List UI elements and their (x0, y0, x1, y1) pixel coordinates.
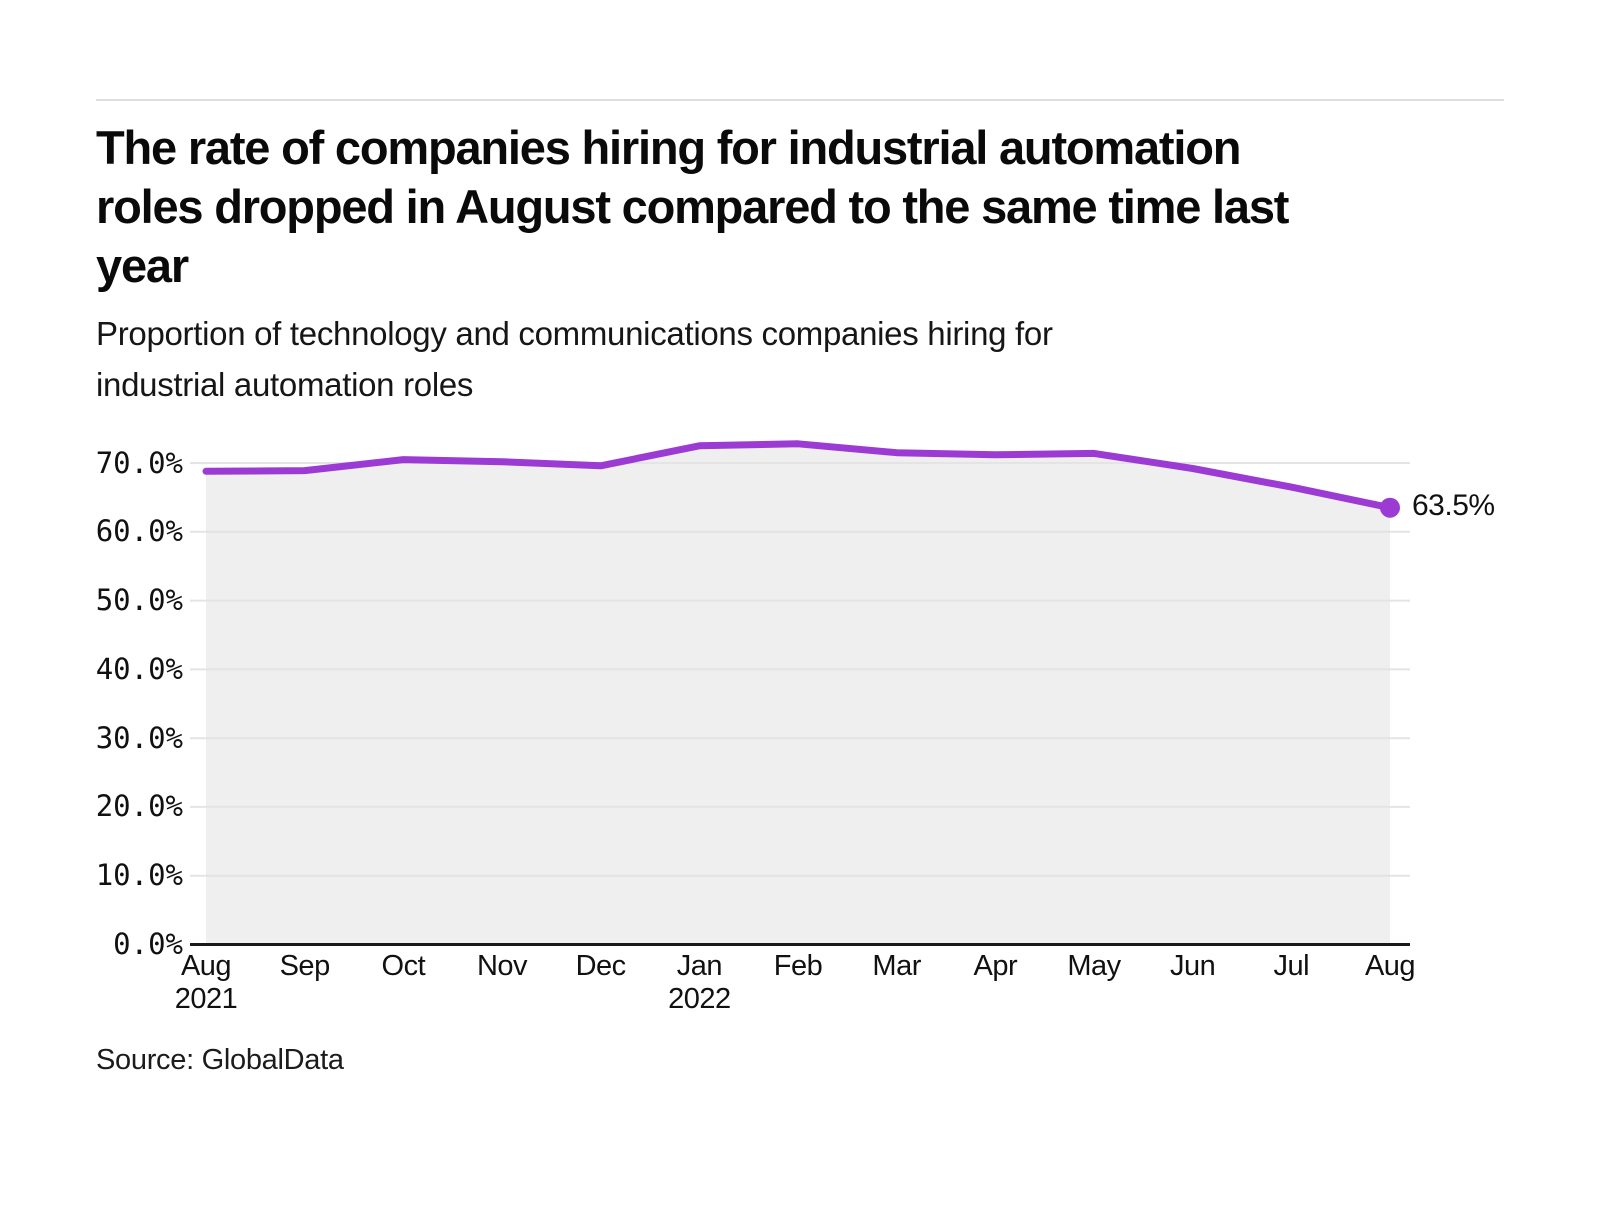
chart-subtitle-line: Proportion of technology and communicati… (96, 315, 1053, 352)
chart-subtitle-line: industrial automation roles (96, 366, 474, 403)
x-tick-year: 2022 (668, 983, 731, 1015)
y-tick-label: 20.0% (95, 789, 183, 824)
x-tick-label: Nov (432, 950, 572, 983)
x-tick-label: Oct (333, 950, 473, 983)
trend-line (202, 440, 1394, 512)
x-tick-label: Feb (728, 950, 868, 983)
x-tick-label: Jun (1123, 950, 1263, 983)
chart-subtitle: Proportion of technology and communicati… (96, 308, 1436, 410)
x-tick-label: Apr (925, 950, 1065, 983)
y-tick-label: 40.0% (95, 651, 183, 686)
x-tick-label: Jan 2022 (629, 950, 769, 1016)
y-tick-label: 0.0% (113, 927, 183, 961)
x-tick-month: Mar (872, 950, 921, 982)
x-tick-year: 2021 (174, 983, 238, 1015)
last-value-label: 63.5% (1412, 489, 1495, 522)
y-tick-label: 50.0% (95, 583, 183, 618)
chart-title-line: year (96, 239, 189, 292)
x-tick-month: Aug (1364, 950, 1416, 982)
area-fill (206, 443, 1390, 945)
x-tick-month: Jul (1273, 950, 1310, 982)
chart-title-line: roles dropped in August compared to the … (96, 180, 1289, 233)
x-tick-label: Dec (531, 950, 671, 983)
y-tick-label: 60.0% (95, 514, 183, 549)
y-tick-label: 70.0% (95, 445, 183, 480)
x-tick-month: Apr (973, 950, 1018, 982)
source-note: Source: GlobalData (96, 1044, 344, 1076)
x-tick-month: Jun (1170, 950, 1216, 982)
x-tick-label: Aug (1320, 950, 1460, 983)
x-tick-month: Sep (279, 950, 331, 982)
x-tick-month: Feb (773, 950, 823, 982)
end-point-marker (1380, 497, 1400, 518)
x-tick-label: May (1024, 950, 1164, 983)
x-tick-month: May (1067, 950, 1121, 982)
y-tick-label: 10.0% (95, 858, 183, 893)
x-tick-label: Jul (1221, 950, 1361, 983)
x-tick-month: Aug (180, 950, 232, 982)
x-tick-month: Oct (381, 950, 426, 982)
x-tick-label: Sep (235, 950, 375, 983)
x-tick-month: Dec (575, 950, 627, 982)
header-divider (96, 99, 1504, 101)
x-tick-label: Mar (827, 950, 967, 983)
x-tick-month: Nov (476, 950, 528, 982)
y-tick-label: 30.0% (95, 720, 183, 755)
x-tick-label: Aug 2021 (136, 950, 276, 1016)
chart-title: The rate of companies hiring for industr… (96, 118, 1536, 295)
chart-title-line: The rate of companies hiring for industr… (96, 121, 1241, 174)
x-tick-month: Jan (676, 950, 723, 982)
